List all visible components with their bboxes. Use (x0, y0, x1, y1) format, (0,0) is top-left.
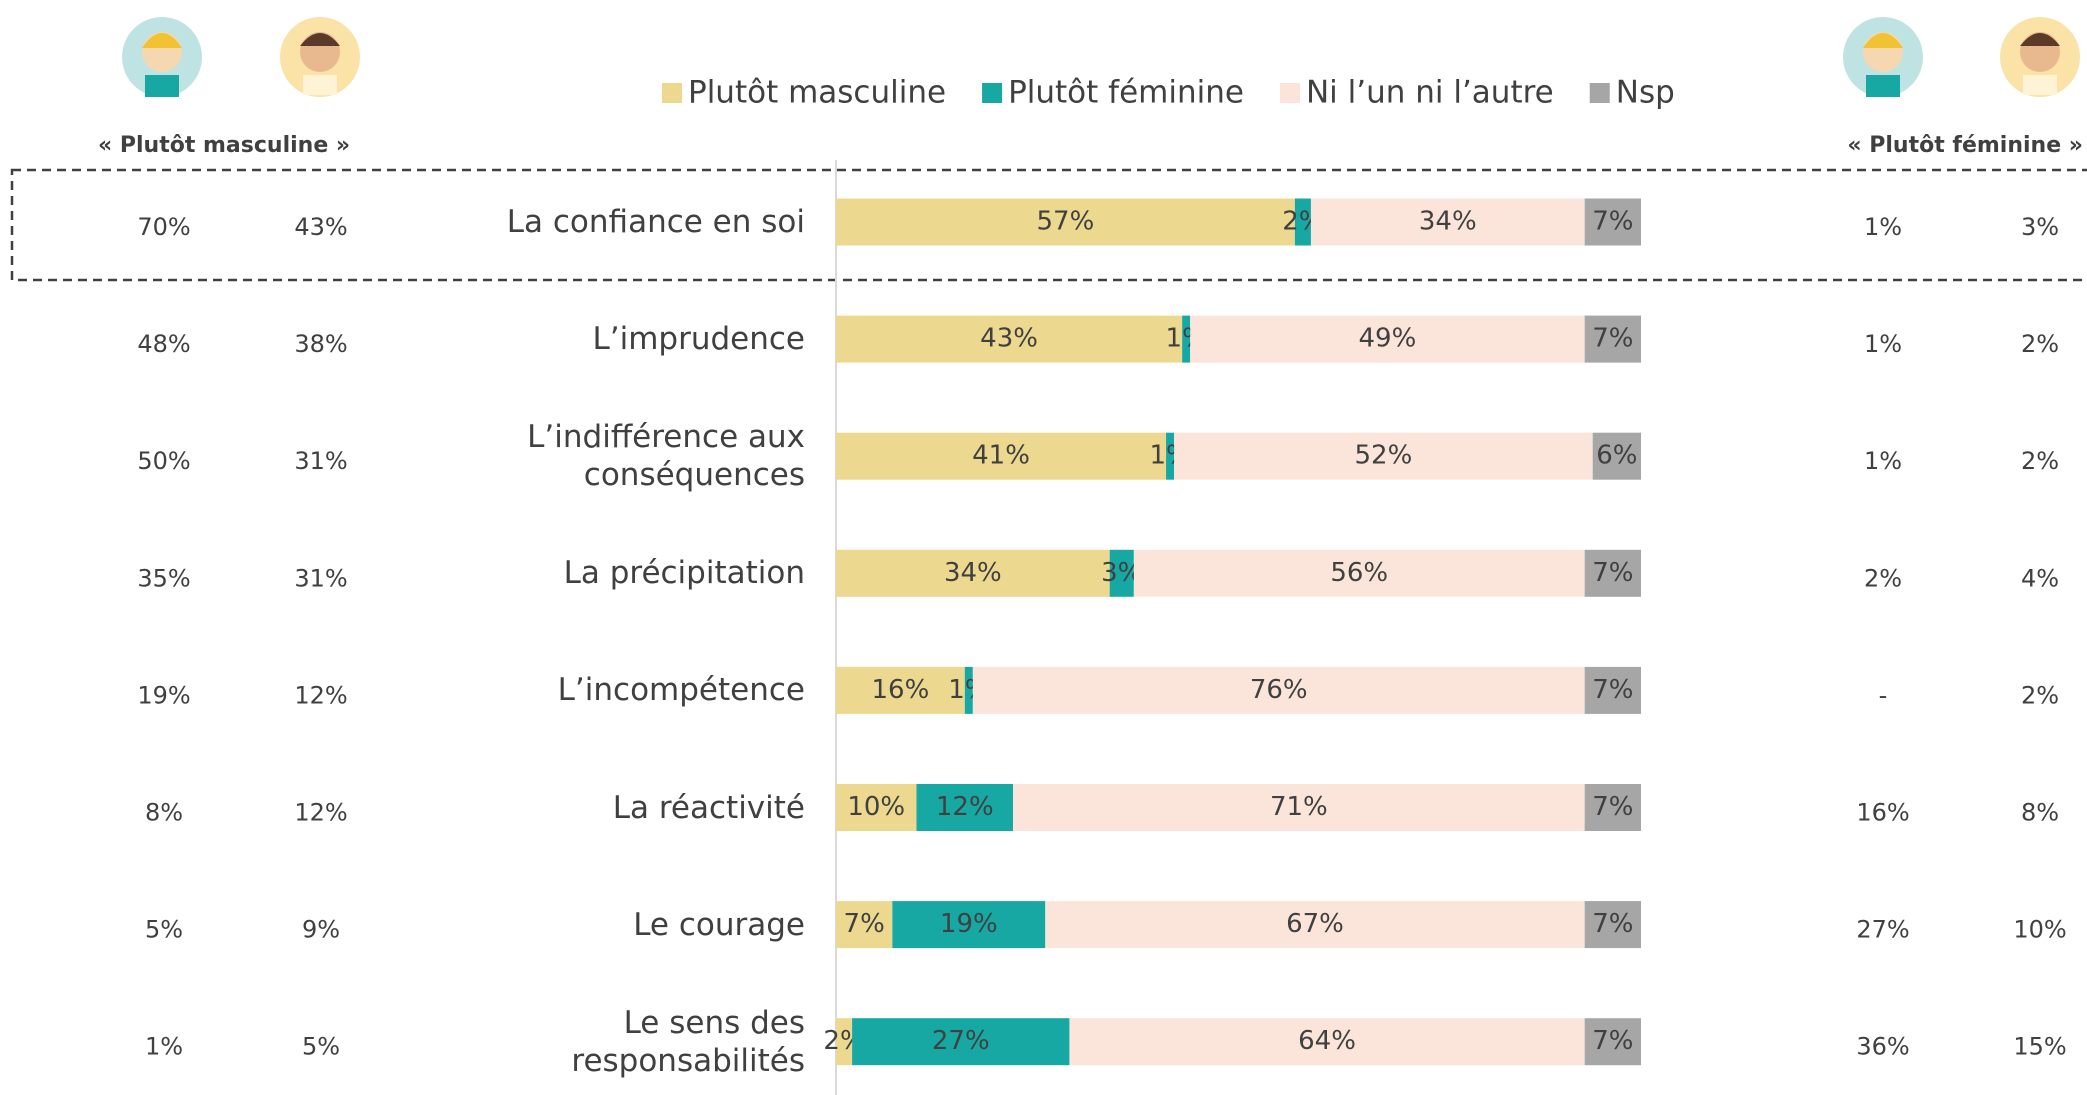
value-label: 7% (1592, 1026, 1633, 1056)
value-label: 7% (844, 909, 885, 939)
table-value: 35% (137, 564, 190, 592)
right-header: « Plutôt féminine » (1847, 133, 2083, 158)
table-value: 16% (1856, 799, 1909, 827)
legend-label: Ni l’un ni l’autre (1306, 75, 1554, 111)
table-value: 10% (2013, 916, 2066, 944)
value-label: 64% (1298, 1026, 1356, 1056)
category-label: La confiance en soi (305, 203, 805, 241)
legend-swatch (1590, 83, 1610, 103)
legend-label: Nsp (1616, 75, 1675, 111)
value-label: 7% (1592, 675, 1633, 705)
legend-swatch (982, 83, 1002, 103)
table-value: 3% (2021, 213, 2059, 241)
table-value: 2% (2021, 330, 2059, 358)
value-label: 71% (1270, 792, 1328, 822)
value-label: 52% (1355, 441, 1413, 471)
category-label: La précipitation (305, 554, 805, 592)
category-label: L’imprudence (305, 320, 805, 358)
category-label: Le sens des responsabilités (305, 1004, 805, 1080)
table-value: 1% (145, 1033, 183, 1061)
value-label: 7% (1592, 909, 1633, 939)
legend-label: Plutôt masculine (688, 75, 946, 111)
value-label: 41% (972, 441, 1030, 471)
table-value: - (1879, 681, 1888, 709)
value-label: 57% (1037, 207, 1095, 237)
value-label: 56% (1330, 558, 1388, 588)
left-header: « Plutôt masculine » (98, 133, 350, 158)
value-label: 43% (980, 324, 1038, 354)
value-label: 16% (872, 675, 930, 705)
page: « Plutôt masculine » « Plutôt féminine »… (0, 0, 2087, 1095)
table-value: 8% (145, 799, 183, 827)
legend-label: Plutôt féminine (1008, 75, 1244, 111)
legend-swatch (1280, 83, 1300, 103)
table-value: 4% (2021, 564, 2059, 592)
value-label: 7% (1592, 324, 1633, 354)
table-value: 2% (2021, 681, 2059, 709)
table-value: 2% (2021, 447, 2059, 475)
value-label: 67% (1286, 909, 1344, 939)
table-value: 70% (137, 213, 190, 241)
value-label: 49% (1359, 324, 1417, 354)
value-label: 19% (940, 909, 998, 939)
table-value: 1% (1864, 330, 1902, 358)
table-value: 36% (1856, 1033, 1909, 1061)
table-value: 27% (1856, 916, 1909, 944)
value-label: 34% (1419, 207, 1477, 237)
category-label: L’indifférence aux conséquences (305, 418, 805, 494)
category-label: Le courage (305, 906, 805, 944)
value-label: 34% (944, 558, 1002, 588)
table-value: 2% (1864, 564, 1902, 592)
table-value: 1% (1864, 213, 1902, 241)
value-label: 7% (1592, 207, 1633, 237)
table-value: 5% (145, 916, 183, 944)
value-label: 27% (932, 1026, 990, 1056)
value-label: 76% (1250, 675, 1308, 705)
legend-swatch (662, 83, 682, 103)
value-label: 10% (847, 792, 905, 822)
table-value: 8% (2021, 799, 2059, 827)
value-label: 6% (1596, 441, 1637, 471)
table-value: 50% (137, 447, 190, 475)
value-label: 7% (1592, 558, 1633, 588)
table-value: 1% (1864, 447, 1902, 475)
category-label: La réactivité (305, 789, 805, 827)
category-label: L’incompétence (305, 671, 805, 709)
value-label: 12% (936, 792, 994, 822)
value-label: 7% (1592, 792, 1633, 822)
table-value: 48% (137, 330, 190, 358)
table-value: 19% (137, 681, 190, 709)
table-value: 15% (2013, 1033, 2066, 1061)
